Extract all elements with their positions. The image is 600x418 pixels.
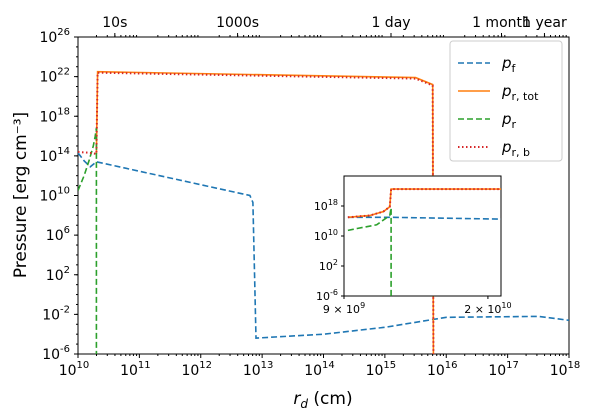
x-tick-label: 1017 <box>488 360 519 379</box>
y-axis-label: Pressure [erg cm⁻³] <box>11 112 31 278</box>
inset-series-line-p-r <box>347 207 392 296</box>
inset-x-tick-label: 2 × 1010 <box>464 301 511 316</box>
x-axis-ticks: 1010 1011 1012 1013 1014 1015 1016 1017 1018 <box>59 35 581 379</box>
y-tick-label: 1014 <box>39 146 70 165</box>
legend-label-p-r-b: pr, b <box>501 138 530 159</box>
legend-label-p-r: pr <box>501 110 517 131</box>
top-tick-label: 1 year <box>522 15 567 31</box>
inset-plot-frame <box>343 175 502 297</box>
y-tick-label: 10-6 <box>42 344 70 363</box>
inset-y-tick-label: 1010 <box>314 228 338 243</box>
top-tick-label: 1000s <box>216 15 259 31</box>
x-tick-label: 1016 <box>427 360 458 379</box>
x-tick-label: 1010 <box>59 360 90 379</box>
y-tick-label: 1022 <box>39 67 70 86</box>
series-line-p-r-tot <box>95 70 435 354</box>
y-axis-ticks: 10-6 10-2 102 106 1010 1014 1018 1022 1026 <box>39 27 78 363</box>
x-tick-label: 1015 <box>366 360 397 379</box>
inset-axis-ticks: 1018 1010 102 10-69 × 109 2 × 1010 <box>314 198 512 316</box>
y-tick-label: 1026 <box>39 27 70 46</box>
y-tick-label: 1010 <box>39 186 70 205</box>
series-line-p-f <box>78 152 569 339</box>
x-tick-label: 1012 <box>181 360 212 379</box>
legend-label-p-r-tot: pr, tot <box>501 82 539 103</box>
inset-y-tick-label: 102 <box>319 258 338 273</box>
inset-y-tick-label: 10-6 <box>316 288 338 303</box>
top-tick-label: 10s <box>102 15 127 31</box>
legend-label-p-f: pf <box>501 54 517 75</box>
series-line-p-r-b <box>78 71 435 354</box>
inset-y-tick-label: 1018 <box>314 198 338 213</box>
inset-series-line-p-f <box>347 216 501 220</box>
y-tick-label: 1018 <box>39 106 70 125</box>
inset-series-group <box>347 188 501 296</box>
x-tick-label: 1013 <box>243 360 274 379</box>
x-tick-label: 1018 <box>550 360 581 379</box>
x-tick-label: 1014 <box>304 360 335 379</box>
legend: pf pr, tot pr pr, b <box>449 40 563 162</box>
inset-series-line-p-r-b <box>347 188 501 219</box>
inset-x-tick-label: 9 × 109 <box>323 301 365 316</box>
x-axis-label: rd (cm) <box>293 389 352 411</box>
y-tick-label: 10-2 <box>42 304 70 323</box>
y-tick-label: 106 <box>46 225 70 244</box>
main-series-group <box>78 70 569 354</box>
x-tick-label: 1011 <box>120 360 151 379</box>
top-tick-label: 1 day <box>371 15 410 31</box>
top-tick-label: 1 month <box>472 15 531 31</box>
y-tick-label: 102 <box>46 265 70 284</box>
